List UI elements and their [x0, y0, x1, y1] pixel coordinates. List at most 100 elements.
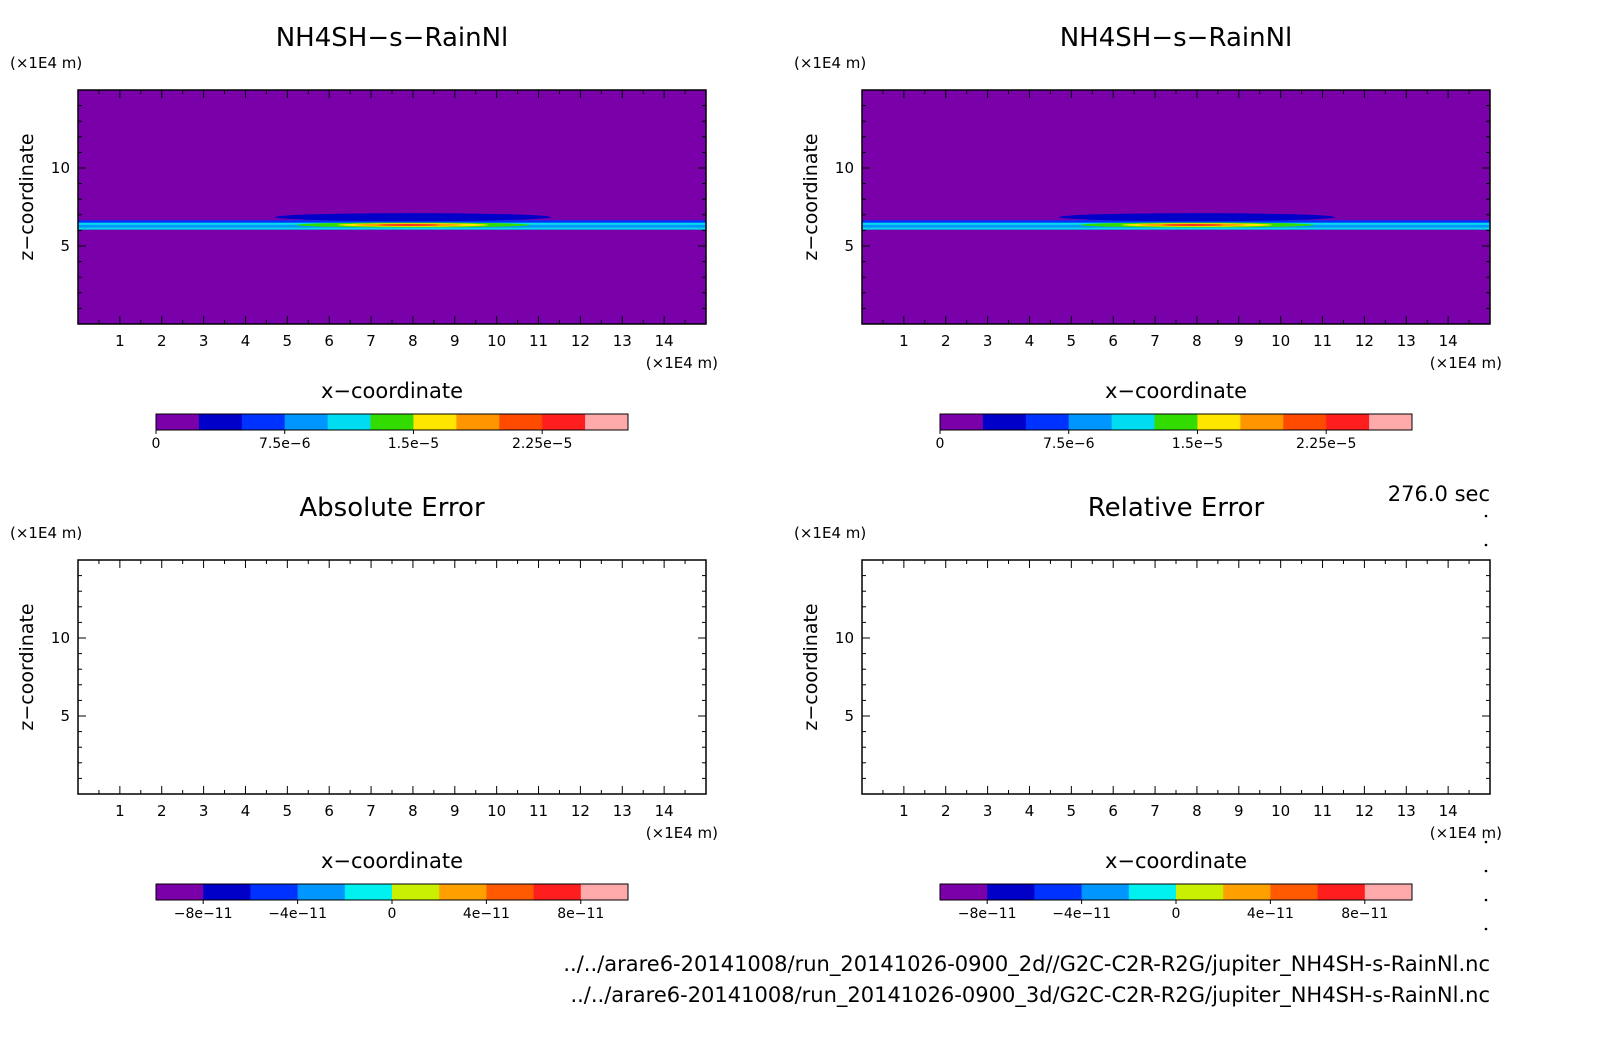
- colorbar-tick-label: 4e−11: [1247, 906, 1294, 922]
- colorbar-tick-label: 2.25e−5: [1296, 436, 1356, 452]
- colorbar-swatch: [198, 414, 243, 430]
- marker-dot: [1484, 898, 1488, 902]
- colorbar-tick-label: −8e−11: [174, 906, 233, 922]
- file-path-3d: ../../arare6-20141008/run_20141026-0900_…: [570, 983, 1490, 1007]
- colorbar-swatch: [1326, 414, 1370, 430]
- colorbar-tick-label: 2.25e−5: [512, 436, 572, 452]
- colorbar-swatch: [1197, 414, 1241, 430]
- x-tick-label: 12: [1355, 332, 1374, 350]
- heatmap-bump: [1058, 213, 1336, 222]
- x-unit-label: (×1E4 m): [1430, 824, 1502, 842]
- colorbar-swatch: [241, 414, 286, 430]
- marker-dot: [1484, 927, 1488, 931]
- x-tick-label: 14: [1439, 332, 1458, 350]
- heatmap-band: [862, 220, 1490, 223]
- x-tick-label: 5: [1067, 332, 1077, 350]
- x-tick-label: 5: [1067, 802, 1077, 820]
- chart-title: Absolute Error: [299, 493, 485, 523]
- colorbar-swatch: [1176, 884, 1224, 900]
- plot-frame: [77, 559, 707, 795]
- marker-dot: [1484, 869, 1488, 873]
- x-tick-label: 13: [613, 332, 632, 350]
- x-tick-label: 4: [241, 332, 251, 350]
- y-axis-label: z−coordinate: [800, 603, 822, 730]
- x-tick-label: 8: [1192, 802, 1202, 820]
- heatmap-core: [1163, 224, 1223, 226]
- colorbar-tick-label: −4e−11: [1052, 906, 1111, 922]
- colorbar-swatch: [499, 414, 543, 430]
- heatmap-bump: [274, 213, 552, 222]
- x-tick-label: 4: [1025, 802, 1035, 820]
- x-tick-label: 7: [366, 332, 376, 350]
- x-unit-label: (×1E4 m): [646, 354, 718, 372]
- x-tick-label: 14: [655, 802, 674, 820]
- x-tick-label: 6: [324, 802, 334, 820]
- colorbar-swatch: [392, 884, 440, 900]
- x-tick-label: 14: [655, 332, 674, 350]
- x-tick-label: 3: [983, 332, 993, 350]
- colorbar-swatch: [413, 414, 457, 430]
- x-axis-label: x−coordinate: [1105, 849, 1247, 873]
- chart-title: NH4SH−s−RainNl: [276, 23, 509, 53]
- y-tick-label: 5: [844, 237, 854, 255]
- x-tick-label: 1: [899, 332, 909, 350]
- colorbar-tick-label: −4e−11: [268, 906, 327, 922]
- x-tick-label: 2: [157, 332, 167, 350]
- x-tick-label: 8: [408, 802, 418, 820]
- colorbar-swatch: [370, 414, 414, 430]
- colorbar-swatch: [1068, 414, 1113, 430]
- colorbar-tick-label: 0: [152, 436, 161, 452]
- colorbar-swatch: [439, 884, 487, 900]
- colorbar-swatch: [1317, 884, 1366, 900]
- heatmap-background: [78, 90, 706, 324]
- x-tick-label: 9: [1234, 802, 1244, 820]
- x-tick-label: 10: [1271, 802, 1290, 820]
- x-tick-label: 11: [529, 332, 548, 350]
- colorbar-swatch: [156, 884, 204, 900]
- heatmap-band: [78, 220, 706, 223]
- colorbar-swatch: [1369, 414, 1413, 430]
- marker-dot: [1484, 840, 1488, 844]
- x-axis-label: x−coordinate: [321, 849, 463, 873]
- colorbar-swatch: [1111, 414, 1156, 430]
- colorbar-swatch: [284, 414, 329, 430]
- chart-title: Relative Error: [1088, 493, 1265, 523]
- x-tick-label: 8: [408, 332, 418, 350]
- x-tick-label: 13: [613, 802, 632, 820]
- x-tick-label: 11: [529, 802, 548, 820]
- x-tick-label: 9: [1234, 332, 1244, 350]
- x-tick-label: 2: [941, 802, 951, 820]
- colorbar-swatch: [585, 414, 629, 430]
- heatmap-band: [862, 227, 1490, 230]
- x-tick-label: 2: [157, 802, 167, 820]
- x-tick-label: 5: [283, 332, 293, 350]
- colorbar-frame: [939, 413, 1413, 431]
- x-axis-label: x−coordinate: [321, 379, 463, 403]
- colorbar-swatch: [1025, 414, 1070, 430]
- colorbar-swatch: [1223, 884, 1271, 900]
- colorbar-swatch: [327, 414, 372, 430]
- plot-frame: [861, 559, 1491, 795]
- colorbar-tick-label: 7.5e−6: [1043, 436, 1095, 452]
- chart-title: NH4SH−s−RainNl: [1060, 23, 1293, 53]
- marker-dot: [1484, 514, 1488, 518]
- colorbar-tick-label: −8e−11: [958, 906, 1017, 922]
- y-axis-label: z−coordinate: [800, 133, 822, 260]
- y-tick-label: 5: [844, 707, 854, 725]
- colorbar-swatch: [533, 884, 582, 900]
- colorbar-frame: [155, 413, 629, 431]
- colorbar-swatch: [156, 414, 200, 430]
- y-tick-label: 10: [835, 629, 854, 647]
- colorbar-tick-label: 0: [388, 906, 397, 922]
- colorbar-tick-label: 0: [1172, 906, 1181, 922]
- x-tick-label: 1: [115, 332, 125, 350]
- y-axis-label: z−coordinate: [16, 133, 38, 260]
- colorbar-tick-label: 4e−11: [463, 906, 510, 922]
- x-unit-label: (×1E4 m): [646, 824, 718, 842]
- x-tick-label: 6: [1108, 332, 1118, 350]
- heatmap-background: [862, 90, 1490, 324]
- x-tick-label: 12: [571, 802, 590, 820]
- x-tick-label: 10: [1271, 332, 1290, 350]
- x-tick-label: 10: [487, 802, 506, 820]
